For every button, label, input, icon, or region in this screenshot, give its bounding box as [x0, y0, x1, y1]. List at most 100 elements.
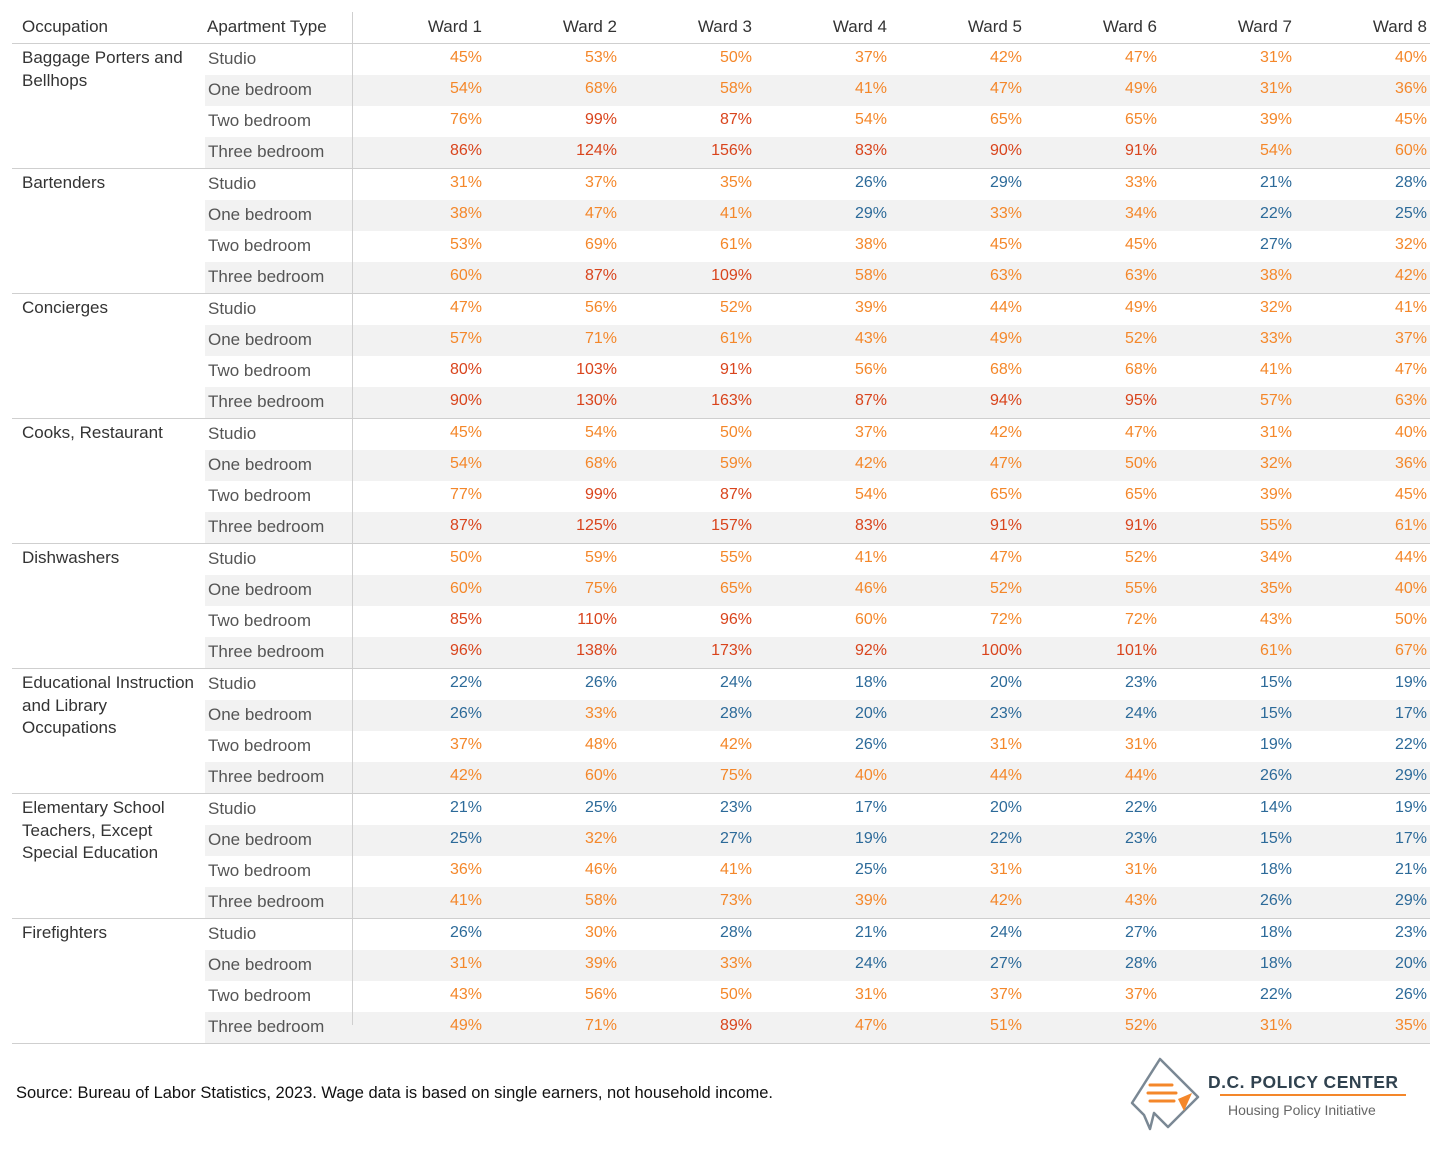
value-cell: 17%: [1394, 830, 1427, 847]
value-cell: 47%: [449, 299, 482, 316]
value-cell: 22%: [1259, 986, 1292, 1003]
column-divider: [352, 12, 353, 1025]
value-cell: 23%: [989, 705, 1022, 722]
value-cell: 49%: [989, 330, 1022, 347]
value-cell: 37%: [584, 174, 617, 191]
value-cell: 22%: [1124, 799, 1157, 816]
value-cell: 33%: [719, 955, 752, 972]
table-body: Studio 45% 53% 50% 37% 42% 47% 31% 40% One bedroo…: [12, 44, 1430, 1044]
value-cell: 22%: [1259, 205, 1292, 222]
value-cell: 35%: [1394, 1017, 1427, 1034]
value-cell: 53%: [449, 236, 482, 253]
apartment-type-cell: Two bedroom: [208, 986, 311, 1005]
value-cell: 32%: [1259, 455, 1292, 472]
apartment-type-cell: One bedroom: [208, 580, 312, 599]
value-cell: 31%: [1259, 80, 1292, 97]
header-ward-7: Ward 7: [1237, 17, 1292, 36]
value-cell: 55%: [1124, 580, 1157, 597]
header-ward-1: Ward 1: [427, 17, 482, 36]
value-cell: 46%: [584, 861, 617, 878]
occupation-group: Studio 45% 54% 50% 37% 42% 47% 31% 40% One bedroo…: [12, 419, 1430, 544]
value-cell: 89%: [719, 1017, 752, 1034]
value-cell: 37%: [854, 424, 887, 441]
table-row: One bedroom 38% 47% 41% 29% 33% 34% 22% 25%: [12, 200, 1430, 231]
table-row: Three bedroom 96% 138% 173% 92% 100% 101% 61% 67…: [12, 637, 1430, 668]
value-cell: 26%: [1394, 986, 1427, 1003]
value-cell: 75%: [584, 580, 617, 597]
apartment-type-cell: Three bedroom: [208, 1017, 325, 1036]
value-cell: 50%: [1124, 455, 1157, 472]
table-header: Occupation Apartment Type Ward 1 Ward 2 …: [12, 12, 1430, 44]
value-cell: 23%: [719, 799, 752, 816]
value-cell: 44%: [1394, 549, 1427, 566]
value-cell: 90%: [449, 392, 482, 409]
value-cell: 36%: [1394, 80, 1427, 97]
value-cell: 91%: [1124, 517, 1157, 534]
value-cell: 21%: [1259, 174, 1292, 191]
value-cell: 33%: [1259, 330, 1292, 347]
value-cell: 38%: [1259, 267, 1292, 284]
value-cell: 26%: [854, 736, 887, 753]
header-ward-3: Ward 3: [697, 17, 752, 36]
value-cell: 52%: [1124, 330, 1157, 347]
value-cell: 54%: [449, 455, 482, 472]
occupation-label: Dishwashers: [22, 548, 120, 567]
value-cell: 19%: [1259, 736, 1292, 753]
value-cell: 91%: [719, 361, 752, 378]
value-cell: 60%: [1394, 142, 1427, 159]
value-cell: 49%: [449, 1017, 482, 1034]
value-cell: 47%: [584, 205, 617, 222]
value-cell: 29%: [1394, 767, 1427, 784]
value-cell: 47%: [989, 549, 1022, 566]
table-row: Three bedroom 41% 58% 73% 39% 42% 43% 26% 29%: [12, 887, 1430, 918]
value-cell: 15%: [1259, 674, 1292, 691]
table-row: Studio 22% 26% 24% 18% 20% 23% 15% 19%: [12, 669, 1430, 700]
value-cell: 91%: [1124, 142, 1157, 159]
table-row: Studio 45% 54% 50% 37% 42% 47% 31% 40%: [12, 419, 1430, 450]
value-cell: 23%: [1124, 674, 1157, 691]
table-row: One bedroom 54% 68% 58% 41% 47% 49% 31% 36%: [12, 75, 1430, 106]
value-cell: 80%: [449, 361, 482, 378]
value-cell: 20%: [989, 799, 1022, 816]
value-cell: 60%: [449, 580, 482, 597]
value-cell: 87%: [719, 111, 752, 128]
value-cell: 41%: [449, 892, 482, 909]
value-cell: 95%: [1124, 392, 1157, 409]
value-cell: 61%: [719, 236, 752, 253]
value-cell: 27%: [1124, 924, 1157, 941]
dc-policy-center-logo: D.C. POLICY CENTER Housing Policy Initia…: [1128, 1055, 1418, 1137]
value-cell: 24%: [1124, 705, 1157, 722]
occupation-label: Firefighters: [22, 923, 108, 942]
value-cell: 87%: [854, 392, 887, 409]
table-row: Two bedroom 76% 99% 87% 54% 65% 65% 39% 45%: [12, 106, 1430, 137]
value-cell: 29%: [854, 205, 887, 222]
value-cell: 50%: [719, 424, 752, 441]
header-ward-4: Ward 4: [832, 17, 887, 36]
value-cell: 68%: [1124, 361, 1157, 378]
value-cell: 54%: [584, 424, 617, 441]
table-row: Three bedroom 49% 71% 89% 47% 51% 52% 31% 35%: [12, 1012, 1430, 1043]
table-row: Two bedroom 36% 46% 41% 25% 31% 31% 18% 21%: [12, 856, 1430, 887]
value-cell: 75%: [719, 767, 752, 784]
value-cell: 47%: [1394, 361, 1427, 378]
value-cell: 33%: [1124, 174, 1157, 191]
value-cell: 31%: [449, 955, 482, 972]
value-cell: 65%: [719, 580, 752, 597]
value-cell: 44%: [1124, 767, 1157, 784]
value-cell: 52%: [1124, 1017, 1157, 1034]
occupation-label: Elementary School Teachers, Except Speci…: [22, 798, 165, 862]
apartment-type-cell: Studio: [208, 174, 257, 193]
value-cell: 45%: [1124, 236, 1157, 253]
header-apartment-type: Apartment Type: [207, 17, 327, 36]
value-cell: 50%: [449, 549, 482, 566]
apartment-type-cell: Studio: [208, 549, 257, 568]
value-cell: 47%: [989, 80, 1022, 97]
apartment-type-cell: Two bedroom: [208, 736, 311, 755]
occupation-group: Studio 45% 53% 50% 37% 42% 47% 31% 40% One bedroo…: [12, 44, 1430, 169]
value-cell: 20%: [854, 705, 887, 722]
value-cell: 138%: [576, 642, 617, 659]
occupation-label: Baggage Porters and Bellhops: [22, 48, 183, 90]
value-cell: 37%: [1124, 986, 1157, 1003]
occupation-group: Studio 26% 30% 28% 21% 24% 27% 18% 23% One bedroo…: [12, 919, 1430, 1044]
value-cell: 37%: [1394, 330, 1427, 347]
